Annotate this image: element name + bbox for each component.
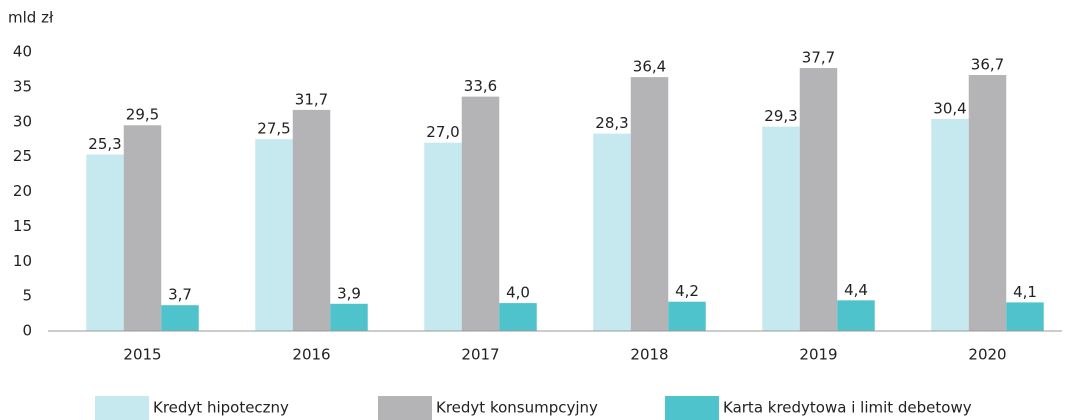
legend-label: Kredyt hipoteczny: [153, 399, 289, 417]
bar: [123, 125, 162, 331]
y-tick-label: 40: [13, 43, 32, 61]
legend-swatch: [95, 396, 149, 420]
bar: [968, 75, 1007, 331]
bar: [161, 305, 199, 331]
data-label: 4,2: [675, 282, 699, 300]
legend-label: Karta kredytowa i limit debetowy: [723, 399, 972, 417]
y-tick-label: 35: [13, 77, 32, 95]
bar: [1006, 302, 1044, 331]
bar: [86, 154, 124, 331]
bar: [762, 126, 800, 331]
x-tick-label: 2020: [968, 346, 1006, 364]
x-tick-label: 2015: [123, 346, 161, 364]
bar: [668, 301, 706, 331]
data-label: 4,4: [844, 281, 868, 299]
data-label: 33,6: [464, 77, 497, 95]
y-tick-label: 30: [13, 112, 32, 130]
bar: [499, 303, 537, 331]
y-tick-label: 10: [13, 252, 32, 270]
legend-swatch: [665, 396, 719, 420]
data-label: 25,3: [88, 135, 121, 153]
data-label: 29,5: [126, 106, 159, 124]
y-tick-label: 0: [22, 322, 32, 340]
bar: [837, 300, 875, 331]
y-axis-label: mld zł: [8, 9, 54, 27]
data-label: 36,7: [971, 56, 1004, 74]
data-label: 31,7: [295, 90, 328, 108]
data-label: 4,0: [506, 284, 530, 302]
data-label: 3,7: [168, 286, 192, 304]
data-label: 30,4: [933, 99, 966, 117]
bar: [593, 133, 631, 331]
data-label: 37,7: [802, 49, 835, 67]
bar: [292, 109, 331, 331]
x-tick-label: 2019: [799, 346, 837, 364]
bar: [799, 68, 838, 331]
bar: [461, 96, 500, 331]
legend-swatch: [378, 396, 432, 420]
y-tick-label: 25: [13, 147, 32, 165]
x-tick-label: 2018: [630, 346, 668, 364]
data-label: 27,0: [426, 123, 459, 141]
bar: [931, 118, 969, 332]
data-label: 4,1: [1013, 283, 1037, 301]
data-label: 36,4: [633, 58, 666, 76]
data-label: 27,5: [257, 120, 290, 138]
legend-label: Kredyt konsumpcyjny: [436, 399, 598, 417]
bar: [330, 303, 368, 331]
y-tick-label: 5: [22, 287, 32, 305]
bar: [255, 139, 293, 331]
data-label: 28,3: [595, 114, 628, 132]
x-tick-label: 2017: [461, 346, 499, 364]
data-label: 29,3: [764, 107, 797, 125]
bar: [630, 77, 669, 331]
bar: [424, 142, 462, 331]
y-tick-label: 20: [13, 182, 32, 200]
x-tick-label: 2016: [292, 346, 330, 364]
data-label: 3,9: [337, 284, 361, 302]
y-tick-label: 15: [13, 217, 32, 235]
